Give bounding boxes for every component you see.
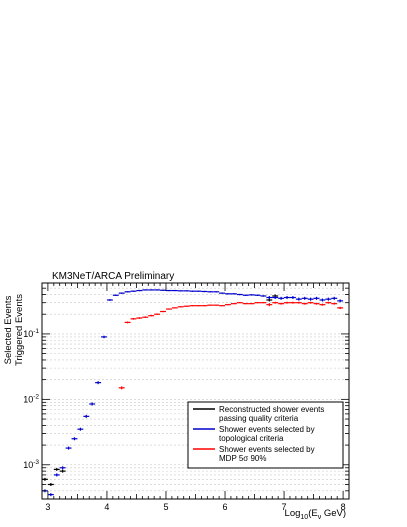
legend-label-1-line-2: passing quality criteria [219, 414, 299, 423]
x-tick-label: 4 [104, 502, 109, 512]
axis-layer: 10-310-210-13 4 5 6 7 8 [23, 283, 350, 512]
x-axis-label-nu: ν [318, 514, 322, 521]
x-tick-label: 5 [163, 502, 168, 512]
y-tick-label: 10-2 [23, 393, 39, 404]
x-tick-label: 8 [341, 502, 346, 512]
legend-label-2-line-2: topological criteria [219, 434, 284, 443]
x-axis-label-log: Log [285, 508, 301, 519]
x-axis-label-sub: 10 [300, 514, 308, 521]
x-tick-label: 7 [282, 502, 287, 512]
legend-label-3-line-2: MDP 5σ 90% [219, 454, 266, 463]
series-2 [42, 289, 344, 497]
x-axis-label-unit: GeV) [321, 508, 346, 519]
x-tick-label: 3 [45, 502, 50, 512]
y-tick-label: 10-1 [23, 328, 39, 339]
y-tick-label-exp: -2 [33, 393, 39, 400]
y-axis-label-line-1: Selected Events [3, 295, 14, 364]
y-tick-label-base: 10 [23, 329, 33, 339]
x-axis-label-e: (E [308, 508, 318, 519]
y-tick-label: 10-3 [23, 459, 39, 470]
chart-title: KM3NeT/ARCA Preliminary [52, 271, 174, 282]
series-3 [118, 301, 344, 390]
x-tick-label: 6 [223, 502, 228, 512]
legend-label-1-line-1: Reconstructed shower events [219, 405, 324, 414]
y-axis-label-line-2: Triggered Events [14, 294, 25, 366]
y-axis-label: Selected Events Triggered Events [3, 294, 25, 366]
legend-label-3-line-1: Shower events selected by [219, 445, 315, 454]
y-tick-label-base: 10 [23, 394, 33, 404]
series-layer [42, 289, 344, 497]
x-axis-label: Log10(Eν GeV) [285, 508, 346, 521]
y-tick-label-exp: -3 [33, 459, 39, 466]
legend-box [187, 401, 344, 469]
legend-label-2-line-1: Shower events selected by [219, 425, 315, 434]
y-tick-label-exp: -1 [33, 328, 39, 335]
y-tick-label-base: 10 [23, 460, 33, 470]
